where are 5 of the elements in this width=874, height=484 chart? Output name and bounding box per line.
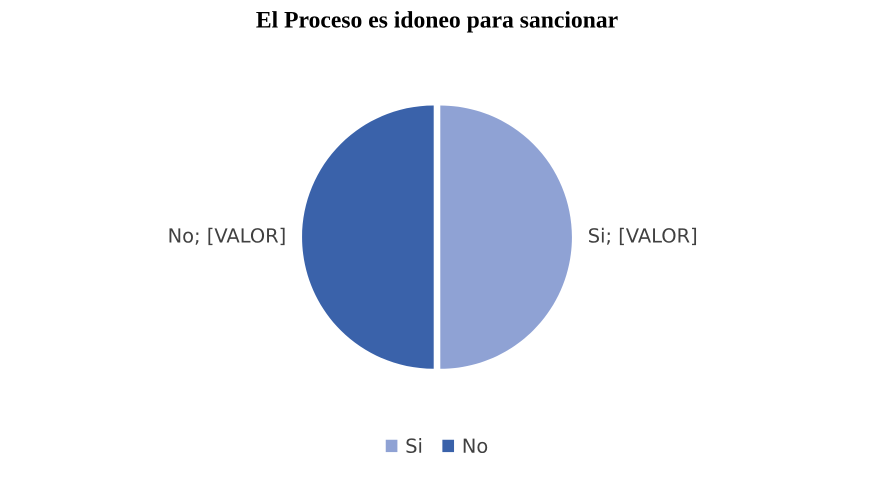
chart-title: El Proceso es idoneo para sancionar bbox=[256, 11, 618, 32]
legend-label: Si bbox=[406, 438, 422, 454]
data-label: No; [VALOR] bbox=[170, 228, 285, 246]
legend-label: No bbox=[464, 438, 488, 454]
data-label: Si; [VALOR] bbox=[589, 228, 696, 246]
